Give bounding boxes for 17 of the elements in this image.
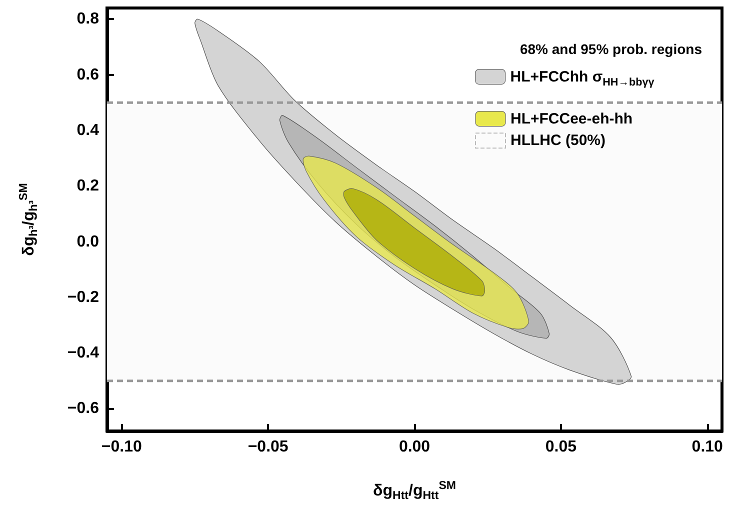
y-tick-label: −0.2 bbox=[67, 288, 100, 306]
y-tick-label: 0.6 bbox=[76, 66, 100, 84]
x-tick-label: −0.10 bbox=[101, 438, 142, 456]
x-tick-label: 0.10 bbox=[692, 438, 724, 456]
y-axis-title: δgh³/gh³SM bbox=[18, 183, 40, 256]
y-tick-label: −0.6 bbox=[67, 400, 100, 418]
legend-label: HL+FCCee‑eh‑hh bbox=[510, 110, 633, 128]
y-tick-label: 0.2 bbox=[76, 178, 100, 195]
band-label: HLLHC (50%) bbox=[510, 132, 606, 150]
x-tick-label: 0.00 bbox=[398, 438, 430, 456]
y-tick-label: 0.0 bbox=[76, 233, 100, 250]
x-tick-label: −0.05 bbox=[248, 438, 288, 456]
y-tick-label: 0.4 bbox=[76, 122, 100, 139]
y-tick-label: −0.4 bbox=[67, 344, 100, 362]
y-tick-label: 0.8 bbox=[76, 10, 100, 28]
legend-title: 68% and 95% prob. regions bbox=[520, 41, 702, 57]
x-tick-label: 0.05 bbox=[545, 438, 577, 456]
